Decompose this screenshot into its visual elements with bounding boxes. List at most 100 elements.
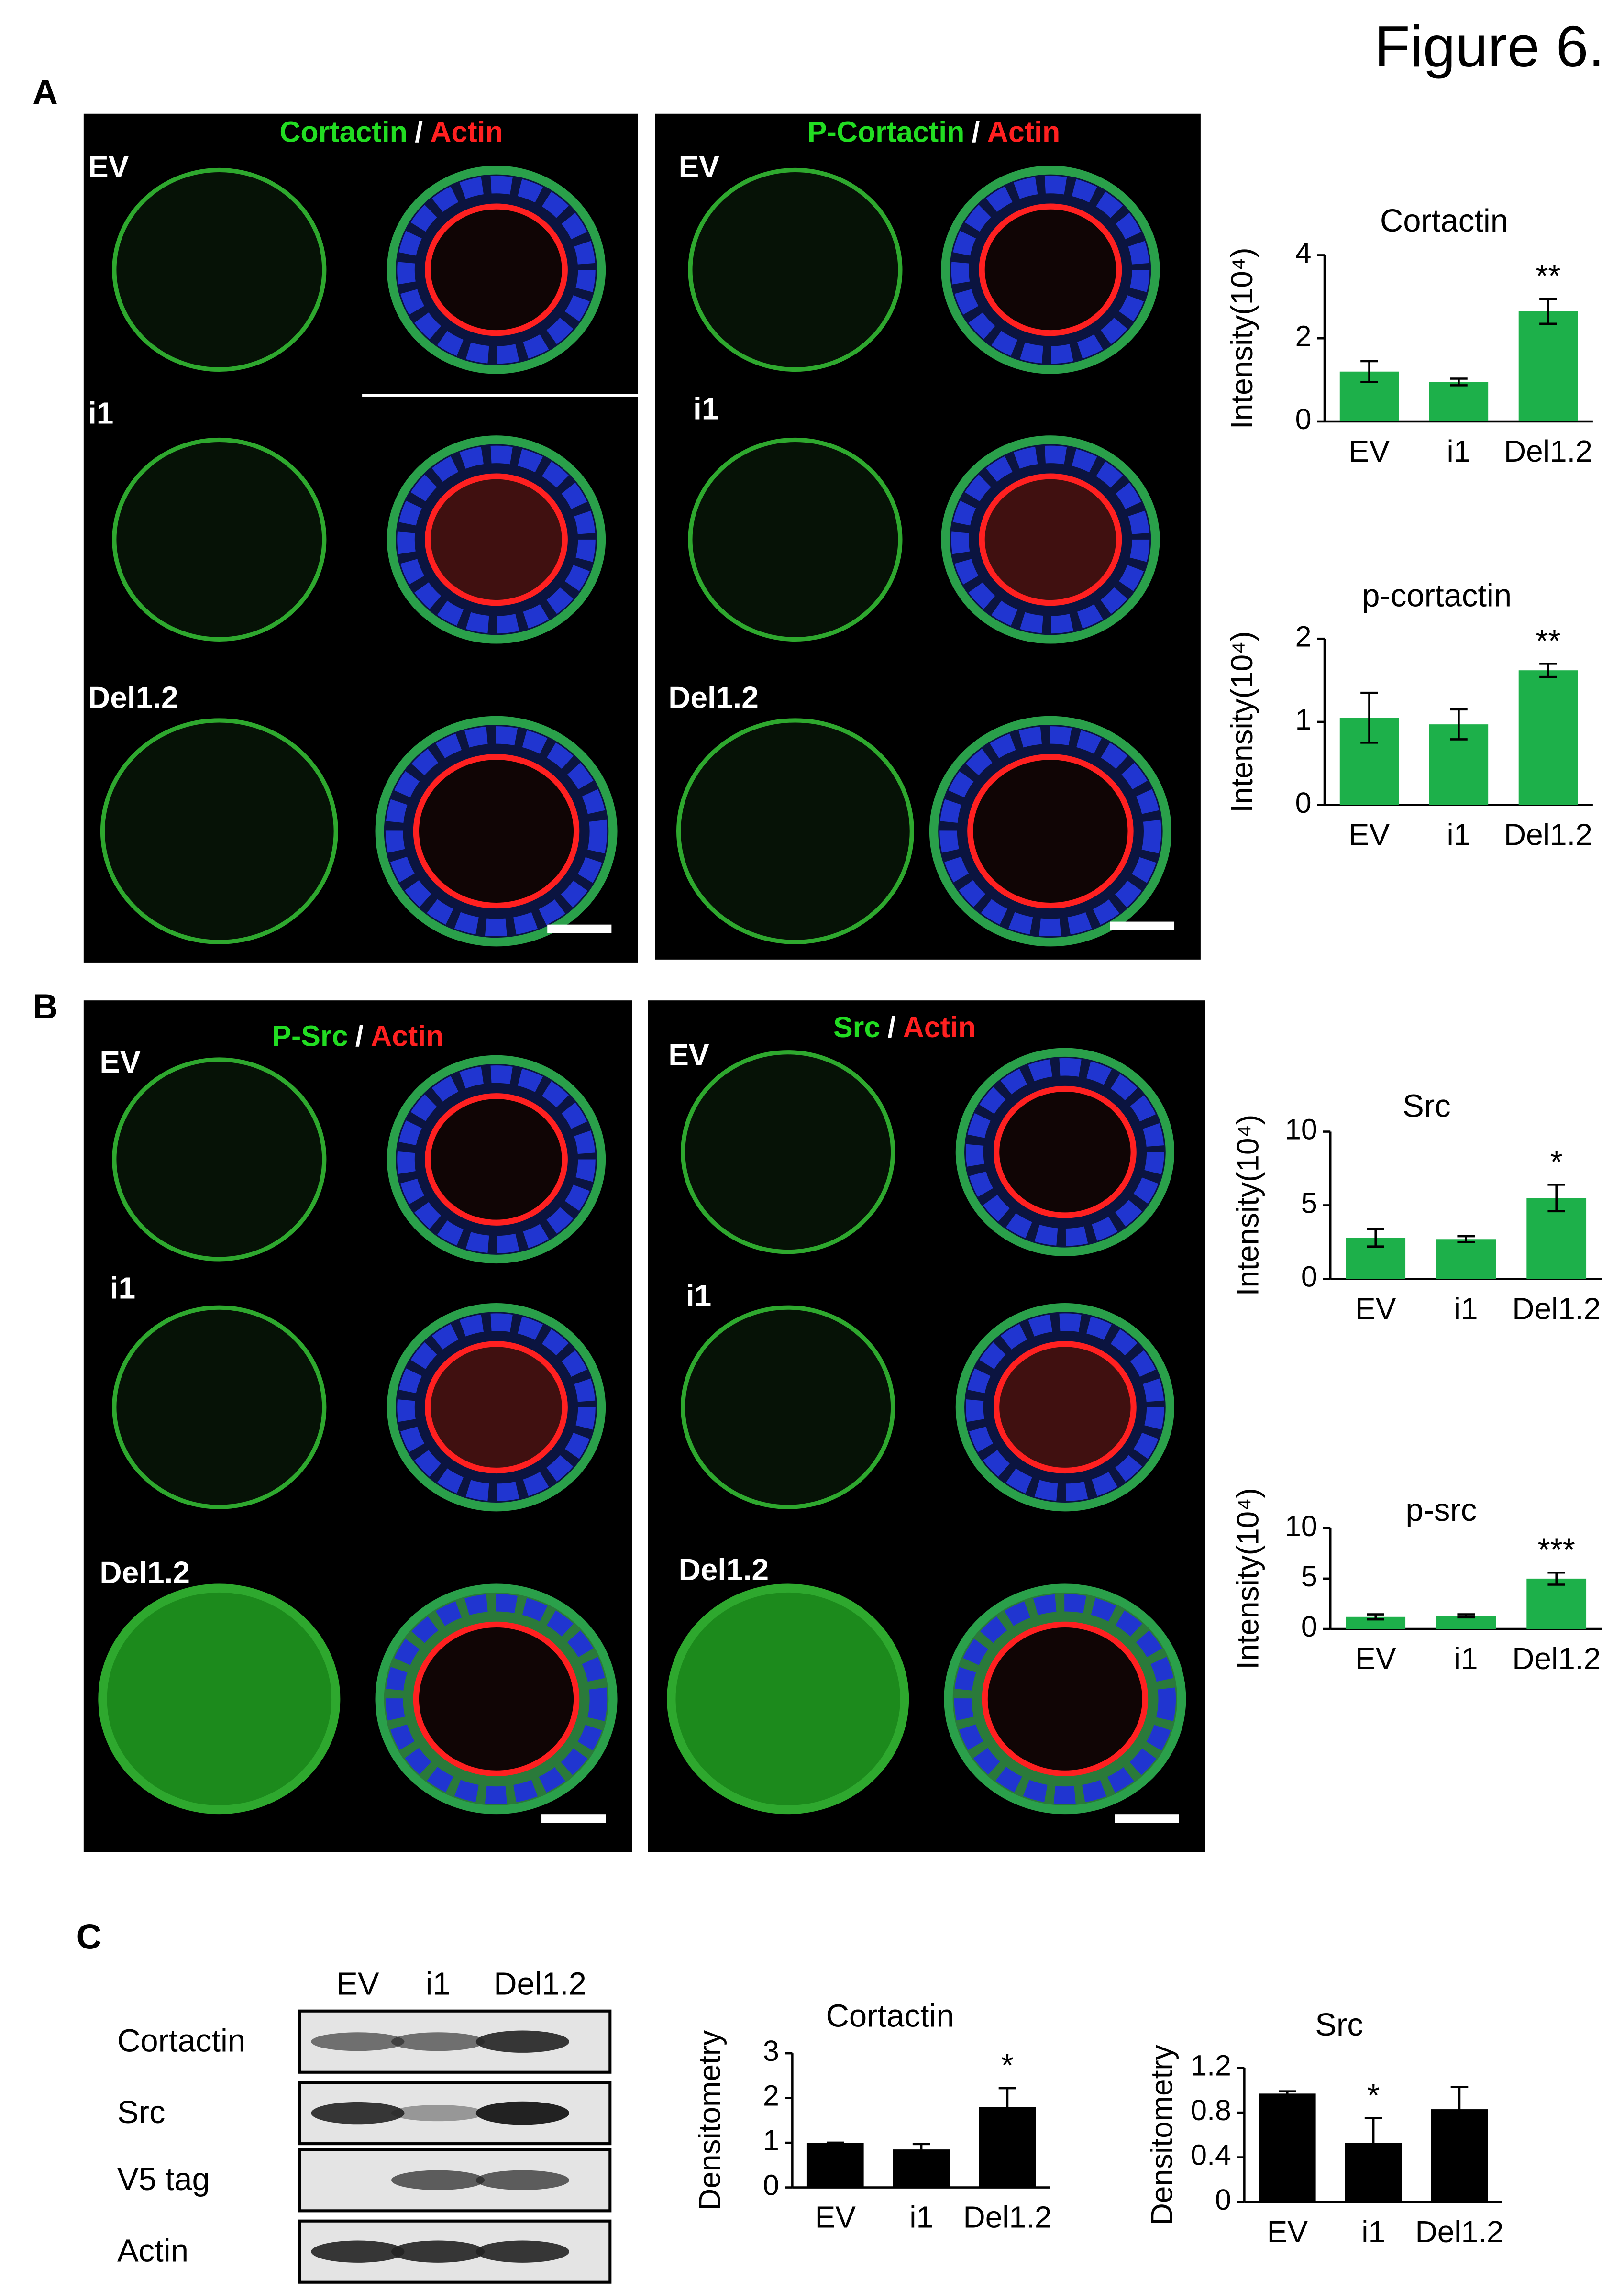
panel-label: B [33, 987, 58, 1026]
lane-label: EV [336, 1966, 379, 2002]
y-tick-label: 1.2 [1191, 2049, 1231, 2082]
x-tick-label: i1 [1361, 2214, 1385, 2249]
nuclei-ring [385, 726, 608, 937]
scale-bar [541, 1814, 606, 1823]
nuclei-ring [966, 1313, 1164, 1501]
stain-label-part: / [415, 116, 423, 148]
blot-row-label: Src [117, 2094, 166, 2130]
error-bar [1539, 298, 1557, 325]
blot-band [475, 2240, 569, 2263]
bar [806, 2143, 864, 2188]
error-bar [1457, 1613, 1475, 1619]
chart-title: Cortactin [1380, 203, 1508, 239]
x-tick-label: Del1.2 [963, 2200, 1051, 2235]
stain-label-part: P-Cortactin [807, 116, 965, 148]
y-axis-label: Intensity(10⁴) [1225, 631, 1259, 813]
chart-title: Cortactin [826, 1998, 954, 2034]
significance-label: * [1550, 1144, 1563, 1180]
stain-label-part: Actin [987, 116, 1060, 148]
actin-lumen [425, 203, 568, 336]
y-axis-label: Densitometry [1145, 2045, 1179, 2225]
blot-band [475, 2101, 569, 2125]
actin-lumen [994, 1085, 1137, 1218]
y-tick-label: 5 [1301, 1560, 1317, 1593]
blot-band [391, 2240, 485, 2263]
bar [1436, 1239, 1496, 1279]
error-bar [1278, 2090, 1296, 2097]
error-bar [998, 2087, 1016, 2127]
y-tick-label: 10 [1285, 1113, 1317, 1146]
chart-title: Src [1403, 1088, 1451, 1124]
row-label: Del1.2 [88, 680, 178, 715]
x-tick-label: Del1.2 [1415, 2214, 1503, 2249]
y-tick-label: 1 [1295, 703, 1312, 736]
scale-bar [1110, 921, 1175, 930]
stain-label: P-Src / Actin [272, 1020, 443, 1052]
stain-label-part: Actin [371, 1020, 443, 1052]
x-tick-label: EV [1349, 434, 1390, 468]
nuclei-ring [397, 1313, 596, 1501]
row-label: i1 [693, 392, 718, 426]
actin-lumen [979, 203, 1122, 336]
nuclei-ring [939, 726, 1161, 937]
actin-lumen [413, 754, 580, 909]
panel-label: A [33, 72, 58, 111]
row-label: Del1.2 [668, 680, 759, 715]
bar [1518, 311, 1578, 421]
x-tick-label: i1 [1447, 434, 1471, 468]
blot-band [311, 2240, 405, 2263]
y-tick-label: 0 [1295, 403, 1312, 435]
cell-cluster [676, 718, 914, 944]
stain-label-part: Actin [430, 116, 503, 148]
error-bar [1539, 663, 1557, 678]
blot-band [475, 2170, 569, 2191]
blot-band [391, 2105, 485, 2122]
significance-label: ** [1536, 623, 1560, 659]
error-bar [1457, 1235, 1475, 1243]
nuclei-ring [397, 176, 596, 364]
stain-label-part: / [972, 116, 980, 148]
y-axis-label: Densitometry [693, 2030, 727, 2211]
y-tick-label: 0 [1295, 786, 1312, 819]
y-tick-label: 2 [763, 2080, 779, 2112]
figure-title: Figure 6. [1374, 14, 1604, 79]
x-tick-label: i1 [1454, 1641, 1478, 1676]
nuclei-ring [951, 176, 1150, 364]
stain-label: Cortactin / Actin [279, 116, 503, 148]
y-tick-label: 2 [1295, 320, 1312, 352]
error-bar [1367, 1228, 1384, 1248]
actin-lumen [994, 1341, 1137, 1474]
y-tick-label: 0 [1215, 2183, 1231, 2216]
scale-bar [1115, 1814, 1179, 1823]
blot-band [311, 2032, 405, 2051]
y-tick-label: 0 [1301, 1261, 1317, 1293]
y-tick-label: 3 [763, 2035, 779, 2067]
y-tick-label: 0.8 [1191, 2094, 1231, 2126]
nuclei-ring [385, 1594, 608, 1804]
actin-lumen [425, 1093, 568, 1226]
blot-row-label: V5 tag [117, 2161, 210, 2197]
actin-lumen [979, 473, 1122, 606]
y-tick-label: 0 [763, 2169, 779, 2202]
cell-cluster [681, 1305, 895, 1509]
cell-cluster [100, 718, 338, 944]
stain-label-part: Actin [903, 1011, 976, 1043]
y-tick-label: 0 [1301, 1610, 1317, 1643]
y-tick-label: 0.4 [1191, 2139, 1231, 2171]
y-axis-label: Intensity(10⁴) [1230, 1488, 1265, 1670]
cell-cluster [667, 1583, 909, 1815]
x-tick-label: Del1.2 [1504, 818, 1592, 852]
cell-cluster [688, 437, 903, 642]
error-bar [1360, 691, 1378, 744]
error-bar [912, 2143, 930, 2156]
blot-band [391, 2032, 485, 2051]
blot-band [311, 2102, 405, 2125]
x-tick-label: i1 [1454, 1291, 1478, 1326]
y-tick-label: 10 [1285, 1510, 1317, 1542]
significance-label: * [1367, 2078, 1380, 2114]
stain-label-part: / [888, 1011, 896, 1043]
scale-bar [547, 924, 612, 933]
row-label: EV [88, 150, 129, 184]
y-axis-label: Intensity(10⁴) [1225, 247, 1259, 429]
actin-lumen [413, 1621, 580, 1776]
